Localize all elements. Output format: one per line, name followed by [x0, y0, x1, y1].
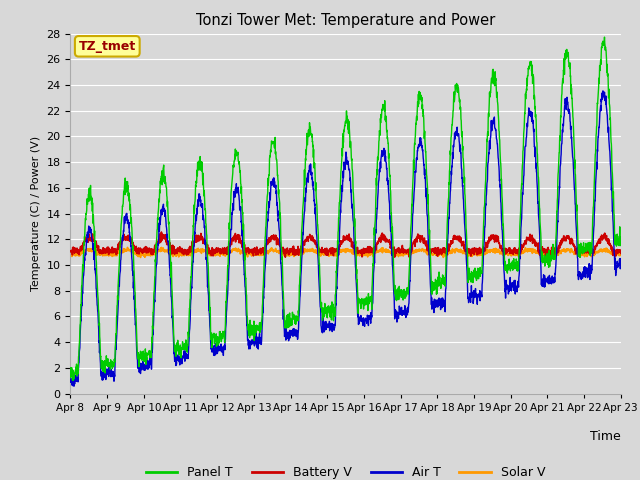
Text: TZ_tmet: TZ_tmet [79, 40, 136, 53]
Title: Tonzi Tower Met: Temperature and Power: Tonzi Tower Met: Temperature and Power [196, 13, 495, 28]
Y-axis label: Temperature (C) / Power (V): Temperature (C) / Power (V) [31, 136, 41, 291]
X-axis label: Time: Time [590, 430, 621, 443]
Legend: Panel T, Battery V, Air T, Solar V: Panel T, Battery V, Air T, Solar V [141, 461, 550, 480]
